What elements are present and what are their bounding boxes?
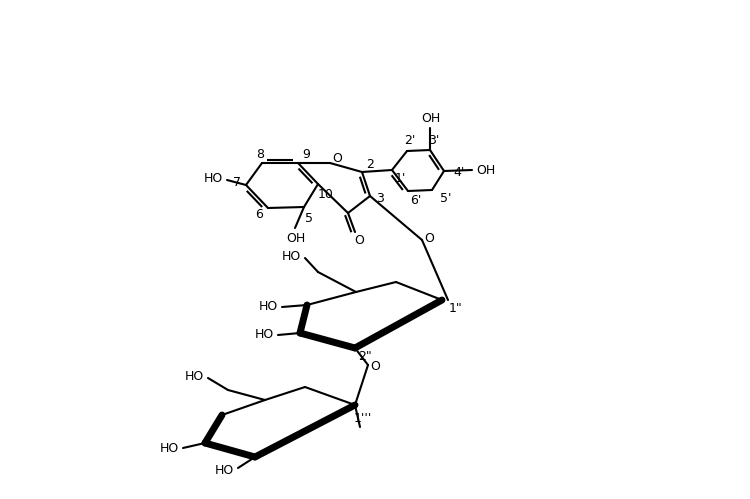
Text: HO: HO [214, 465, 234, 478]
Text: HO: HO [159, 442, 178, 455]
Text: HO: HO [258, 300, 278, 313]
Text: 3': 3' [428, 134, 439, 147]
Text: O: O [424, 232, 434, 245]
Text: 1": 1" [449, 301, 463, 314]
Text: 5': 5' [440, 192, 452, 205]
Text: O: O [370, 360, 380, 373]
Text: HO: HO [203, 172, 223, 185]
Text: 10: 10 [318, 188, 334, 201]
Text: 2": 2" [358, 349, 372, 362]
Text: 2': 2' [404, 135, 416, 148]
Text: OH: OH [476, 164, 496, 177]
Text: OH: OH [286, 232, 306, 245]
Text: 2: 2 [366, 158, 374, 171]
Text: HO: HO [254, 328, 274, 341]
Text: OH: OH [422, 111, 441, 124]
Text: 7: 7 [233, 177, 241, 190]
Text: 3: 3 [376, 193, 384, 206]
Text: 1': 1' [394, 172, 406, 185]
Text: 1''': 1''' [354, 412, 372, 425]
Text: 9: 9 [302, 149, 310, 162]
Text: O: O [354, 234, 364, 247]
Text: 6': 6' [410, 195, 422, 208]
Text: 6: 6 [255, 208, 263, 221]
Text: HO: HO [184, 369, 203, 383]
Text: O: O [332, 152, 342, 165]
Text: 4': 4' [453, 166, 465, 179]
Text: 8: 8 [256, 148, 264, 161]
Text: 5: 5 [305, 212, 313, 225]
Text: HO: HO [281, 250, 301, 262]
